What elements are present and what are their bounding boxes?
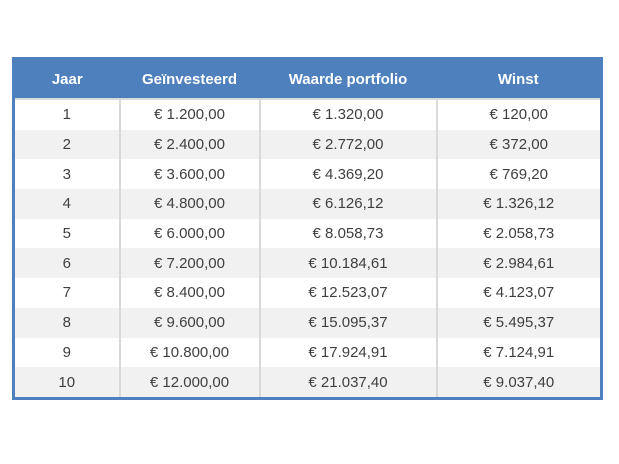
cell-geinvesteerd: € 12.000,00 — [118, 367, 260, 399]
table-row: 7 € 8.400,00 € 12.523,07 € 4.123,07 — [13, 278, 602, 308]
cell-waarde: € 6.126,12 — [258, 189, 437, 219]
column-header-waarde-portfolio: Waarde portfolio — [259, 58, 437, 100]
table-row: 5 € 6.000,00 € 8.058,73 € 2.058,73 — [13, 218, 602, 249]
cell-geinvesteerd: € 7.200,00 — [118, 248, 260, 279]
cell-waarde: € 10.184,61 — [258, 248, 437, 279]
cell-jaar: 8 — [13, 307, 120, 338]
table-row: 10 € 12.000,00 € 21.037,40 € 9.037,40 — [13, 367, 602, 399]
cell-jaar: 3 — [13, 159, 120, 190]
cell-jaar: 10 — [13, 367, 120, 399]
table-body: 1 € 1.200,00 € 1.320,00 € 120,00 2 € 2.4… — [13, 99, 602, 399]
cell-waarde: € 12.523,07 — [258, 278, 437, 308]
cell-winst: € 4.123,07 — [435, 278, 602, 308]
column-header-geinvesteerd: Geïnvesteerd — [119, 58, 260, 100]
cell-geinvesteerd: € 9.600,00 — [118, 307, 260, 338]
cell-jaar: 1 — [13, 99, 120, 130]
cell-geinvesteerd: € 8.400,00 — [118, 278, 260, 308]
cell-waarde: € 8.058,73 — [258, 218, 437, 249]
table-header: Jaar Geïnvesteerd Waarde portfolio Winst — [13, 58, 602, 100]
cell-jaar: 5 — [13, 218, 120, 249]
cell-winst: € 2.058,73 — [435, 218, 602, 249]
table-row: 4 € 4.800,00 € 6.126,12 € 1.326,12 — [13, 189, 602, 219]
cell-geinvesteerd: € 3.600,00 — [118, 159, 260, 190]
cell-jaar: 9 — [13, 337, 120, 368]
cell-waarde: € 4.369,20 — [258, 159, 437, 190]
cell-winst: € 5.495,37 — [435, 307, 602, 338]
table-row: 6 € 7.200,00 € 10.184,61 € 2.984,61 — [13, 248, 602, 279]
cell-winst: € 7.124,91 — [435, 337, 602, 368]
table-row: 2 € 2.400,00 € 2.772,00 € 372,00 — [13, 129, 602, 160]
table-row: 1 € 1.200,00 € 1.320,00 € 120,00 — [13, 99, 602, 130]
cell-jaar: 7 — [13, 278, 120, 308]
cell-winst: € 1.326,12 — [435, 189, 602, 219]
column-header-winst: Winst — [436, 58, 602, 100]
cell-waarde: € 17.924,91 — [258, 337, 437, 368]
cell-jaar: 4 — [13, 189, 120, 219]
cell-jaar: 2 — [13, 129, 120, 160]
table-row: 8 € 9.600,00 € 15.095,37 € 5.495,37 — [13, 307, 602, 338]
cell-geinvesteerd: € 1.200,00 — [118, 99, 260, 130]
cell-waarde: € 2.772,00 — [258, 129, 437, 160]
cell-winst: € 9.037,40 — [435, 367, 602, 399]
cell-winst: € 769,20 — [435, 159, 602, 190]
cell-waarde: € 1.320,00 — [258, 99, 437, 130]
header-row: Jaar Geïnvesteerd Waarde portfolio Winst — [13, 58, 602, 100]
table-row: 9 € 10.800,00 € 17.924,91 € 7.124,91 — [13, 337, 602, 368]
cell-winst: € 2.984,61 — [435, 248, 602, 279]
cell-waarde: € 15.095,37 — [258, 307, 437, 338]
cell-geinvesteerd: € 10.800,00 — [118, 337, 260, 368]
cell-geinvesteerd: € 2.400,00 — [118, 129, 260, 160]
table-row: 3 € 3.600,00 € 4.369,20 € 769,20 — [13, 159, 602, 190]
cell-winst: € 372,00 — [435, 129, 602, 160]
investment-table: Jaar Geïnvesteerd Waarde portfolio Winst… — [12, 57, 603, 400]
cell-geinvesteerd: € 6.000,00 — [118, 218, 260, 249]
cell-waarde: € 21.037,40 — [258, 367, 437, 399]
cell-winst: € 120,00 — [435, 99, 602, 130]
cell-geinvesteerd: € 4.800,00 — [118, 189, 260, 219]
cell-jaar: 6 — [13, 248, 120, 279]
column-header-jaar: Jaar — [13, 58, 120, 100]
